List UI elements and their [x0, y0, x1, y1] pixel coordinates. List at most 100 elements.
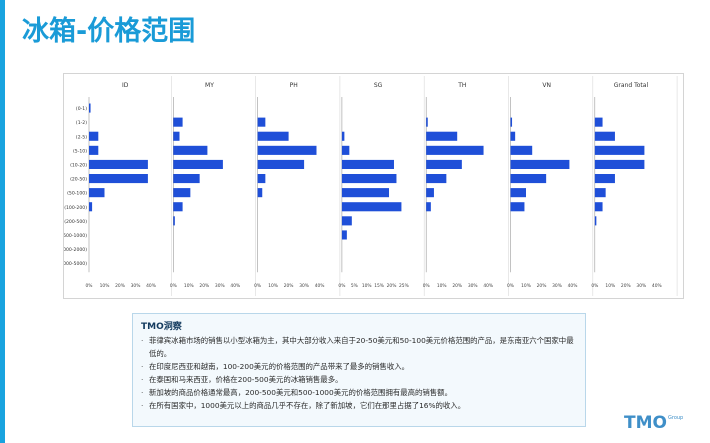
bar: [173, 145, 208, 155]
tick-label: 0%: [338, 283, 345, 289]
bar: [594, 188, 606, 198]
panel-title: ID: [122, 82, 129, 89]
bar: [89, 174, 148, 184]
bar: [89, 159, 148, 169]
bar: [510, 188, 526, 198]
bar: [257, 131, 289, 141]
bar: [89, 202, 93, 212]
category-label: (5-10): [73, 148, 87, 154]
tick-label: 30%: [299, 283, 309, 289]
category-label: (10-20): [70, 162, 87, 168]
tick-label: 10%: [605, 283, 615, 289]
bar: [426, 145, 484, 155]
insight-list: 菲律宾冰箱市场的销售以小型冰箱为主，其中大部分收入来自于20-50美元和50-1…: [141, 334, 577, 412]
tick-label: 30%: [468, 283, 478, 289]
bar: [341, 230, 347, 240]
tick-label: 20%: [284, 283, 294, 289]
tick-label: 30%: [131, 283, 141, 289]
bar: [426, 159, 462, 169]
tick-label: 10%: [362, 283, 372, 289]
tick-label: 0%: [170, 283, 177, 289]
bar: [173, 117, 183, 127]
panel-title: SG: [374, 82, 383, 89]
tick-label: 40%: [652, 283, 662, 289]
bar: [510, 145, 533, 155]
bar: [510, 159, 570, 169]
bar: [426, 174, 447, 184]
tick-label: 5%: [351, 283, 358, 289]
tick-label: 20%: [115, 283, 125, 289]
bar: [510, 131, 516, 141]
insight-item: 在印度尼西亚和越南，100-200美元的价格范围的产品带来了最多的销售收入。: [141, 360, 577, 373]
tick-label: 15%: [374, 283, 384, 289]
bar: [426, 117, 428, 127]
category-label: (500-1000): [64, 233, 87, 239]
tick-label: 10%: [184, 283, 194, 289]
bar: [341, 131, 345, 141]
bar: [257, 174, 266, 184]
panel-title: MY: [205, 82, 214, 89]
category-label: (1000-2000): [64, 247, 87, 253]
bar: [341, 145, 350, 155]
bar: [594, 174, 615, 184]
category-label: (50-100): [67, 191, 87, 197]
bar: [594, 117, 603, 127]
panel-title: TH: [457, 82, 466, 89]
bar: [426, 188, 434, 198]
bar: [341, 216, 352, 226]
insight-title: TMO洞察: [141, 322, 182, 332]
tick-label: 40%: [483, 283, 493, 289]
bar: [89, 145, 99, 155]
bar: [594, 131, 615, 141]
chart-canvas: (0-1) (1-2) (2-5) (5-10) (10-20) (20-50) (50-1…: [64, 76, 678, 296]
tick-label: 20%: [387, 283, 397, 289]
tick-label: 10%: [521, 283, 531, 289]
bar: [173, 131, 180, 141]
bar: [426, 131, 458, 141]
tick-label: 0%: [423, 283, 430, 289]
tick-label: 0%: [86, 283, 93, 289]
logo-suffix: Group: [668, 415, 684, 421]
bar: [257, 159, 305, 169]
category-label: (2-5): [76, 134, 87, 140]
tick-label: 20%: [621, 283, 631, 289]
bar: [341, 202, 402, 212]
bar: [594, 159, 645, 169]
insight-item: 在所有国家中，1000美元以上的商品几乎不存在，除了新加坡，它们在那里占据了16…: [141, 399, 577, 412]
category-label: (1-2): [76, 120, 87, 126]
category-label: (200-500): [64, 219, 87, 225]
bar: [89, 188, 105, 198]
tick-label: 30%: [636, 283, 646, 289]
tmo-logo: TMO Group: [624, 413, 698, 435]
accent-bar: [0, 0, 5, 443]
bar: [173, 174, 200, 184]
bar: [594, 216, 597, 226]
tick-label: 25%: [399, 283, 409, 289]
insight-item: 新加坡的商品价格通常最高，200-500美元和500-1000美元的价格范围拥有…: [141, 386, 577, 399]
bar: [257, 145, 317, 155]
panel-title: VN: [542, 82, 551, 89]
tick-label: 30%: [215, 283, 225, 289]
bar: [510, 117, 513, 127]
bar: [341, 159, 394, 169]
insight-box: TMO洞察 菲律宾冰箱市场的销售以小型冰箱为主，其中大部分收入来自于20-50美…: [132, 313, 586, 427]
tick-label: 30%: [552, 283, 562, 289]
category-label: (0-1): [76, 106, 87, 112]
bar: [173, 216, 175, 226]
bar: [426, 202, 431, 212]
bar: [89, 103, 91, 113]
tick-label: 40%: [315, 283, 325, 289]
tick-label: 10%: [100, 283, 110, 289]
tick-label: 40%: [568, 283, 578, 289]
tick-label: 40%: [146, 283, 156, 289]
tick-label: 40%: [230, 283, 240, 289]
category-label: (2000-5000): [64, 261, 87, 267]
bar: [510, 202, 525, 212]
bar: [173, 159, 223, 169]
price-range-chart: (0-1) (1-2) (2-5) (5-10) (10-20) (20-50) (50-1…: [63, 73, 684, 299]
tick-label: 0%: [591, 283, 598, 289]
page-title: 冰箱-价格范围: [22, 16, 196, 47]
category-label: (20-50): [70, 177, 87, 183]
tick-label: 20%: [199, 283, 209, 289]
bar: [257, 188, 263, 198]
